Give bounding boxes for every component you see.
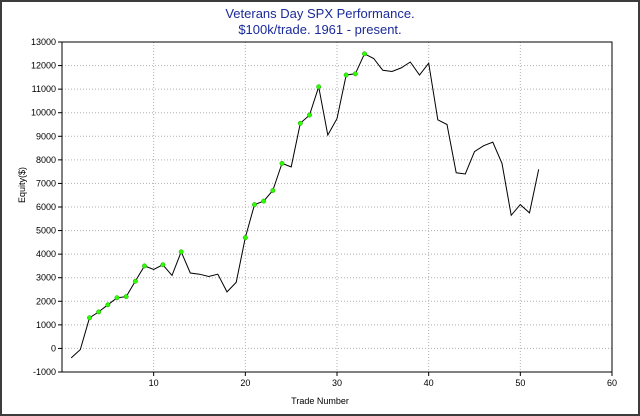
y-tick-label: 3000	[36, 273, 56, 283]
x-tick-label: 40	[424, 378, 434, 388]
data-point	[87, 315, 92, 321]
data-point	[343, 72, 349, 78]
data-point	[362, 51, 367, 57]
data-point	[114, 295, 120, 301]
y-tick-label: 0	[51, 343, 56, 353]
x-tick-label: 30	[332, 378, 342, 388]
y-tick-label: 11000	[32, 84, 56, 94]
x-tick-label: 20	[240, 378, 250, 388]
data-point	[279, 160, 285, 166]
data-point	[142, 263, 147, 269]
x-tick-label: 50	[515, 378, 525, 388]
data-point	[132, 278, 138, 284]
series-equity	[70, 51, 540, 359]
data-point	[297, 120, 303, 126]
y-tick-label: 4000	[36, 249, 56, 259]
grid	[62, 41, 612, 373]
y-tick-label: 5000	[36, 226, 56, 236]
data-point	[252, 202, 257, 208]
axes: -1000 0 1000 2000 3000 4000 5000 6000 7000 8000 90…	[31, 37, 617, 388]
data-point	[261, 198, 267, 204]
data-point	[160, 262, 166, 268]
y-tick-label: 8000	[36, 155, 56, 165]
data-point	[352, 71, 358, 77]
y-tick-label: -1000	[33, 367, 56, 377]
data-point	[123, 294, 129, 300]
y-tick-label: 13000	[31, 37, 56, 47]
y-tick-label: 1000	[36, 320, 56, 330]
x-tick-label: 10	[149, 378, 159, 388]
y-tick-label: 9000	[36, 131, 56, 141]
data-point	[178, 249, 184, 255]
data-point	[105, 302, 111, 308]
data-point	[307, 112, 312, 118]
chart-title: Veterans Day SPX Performance.	[225, 6, 415, 21]
series-line	[70, 53, 540, 359]
y-tick-label: 12000	[31, 61, 56, 71]
data-point	[96, 309, 102, 315]
x-axis-label: Trade Number	[291, 396, 349, 406]
data-point	[242, 235, 248, 241]
y-tick-label: 7000	[36, 178, 56, 188]
chart-subtitle: $100k/trade. 1961 - present.	[238, 22, 402, 37]
data-point	[270, 188, 276, 193]
data-point	[316, 84, 322, 90]
x-tick-label: 60	[607, 378, 617, 388]
y-tick-label: 10000	[31, 108, 56, 118]
y-tick-label: 6000	[36, 202, 56, 212]
y-tick-label: 2000	[36, 296, 56, 306]
